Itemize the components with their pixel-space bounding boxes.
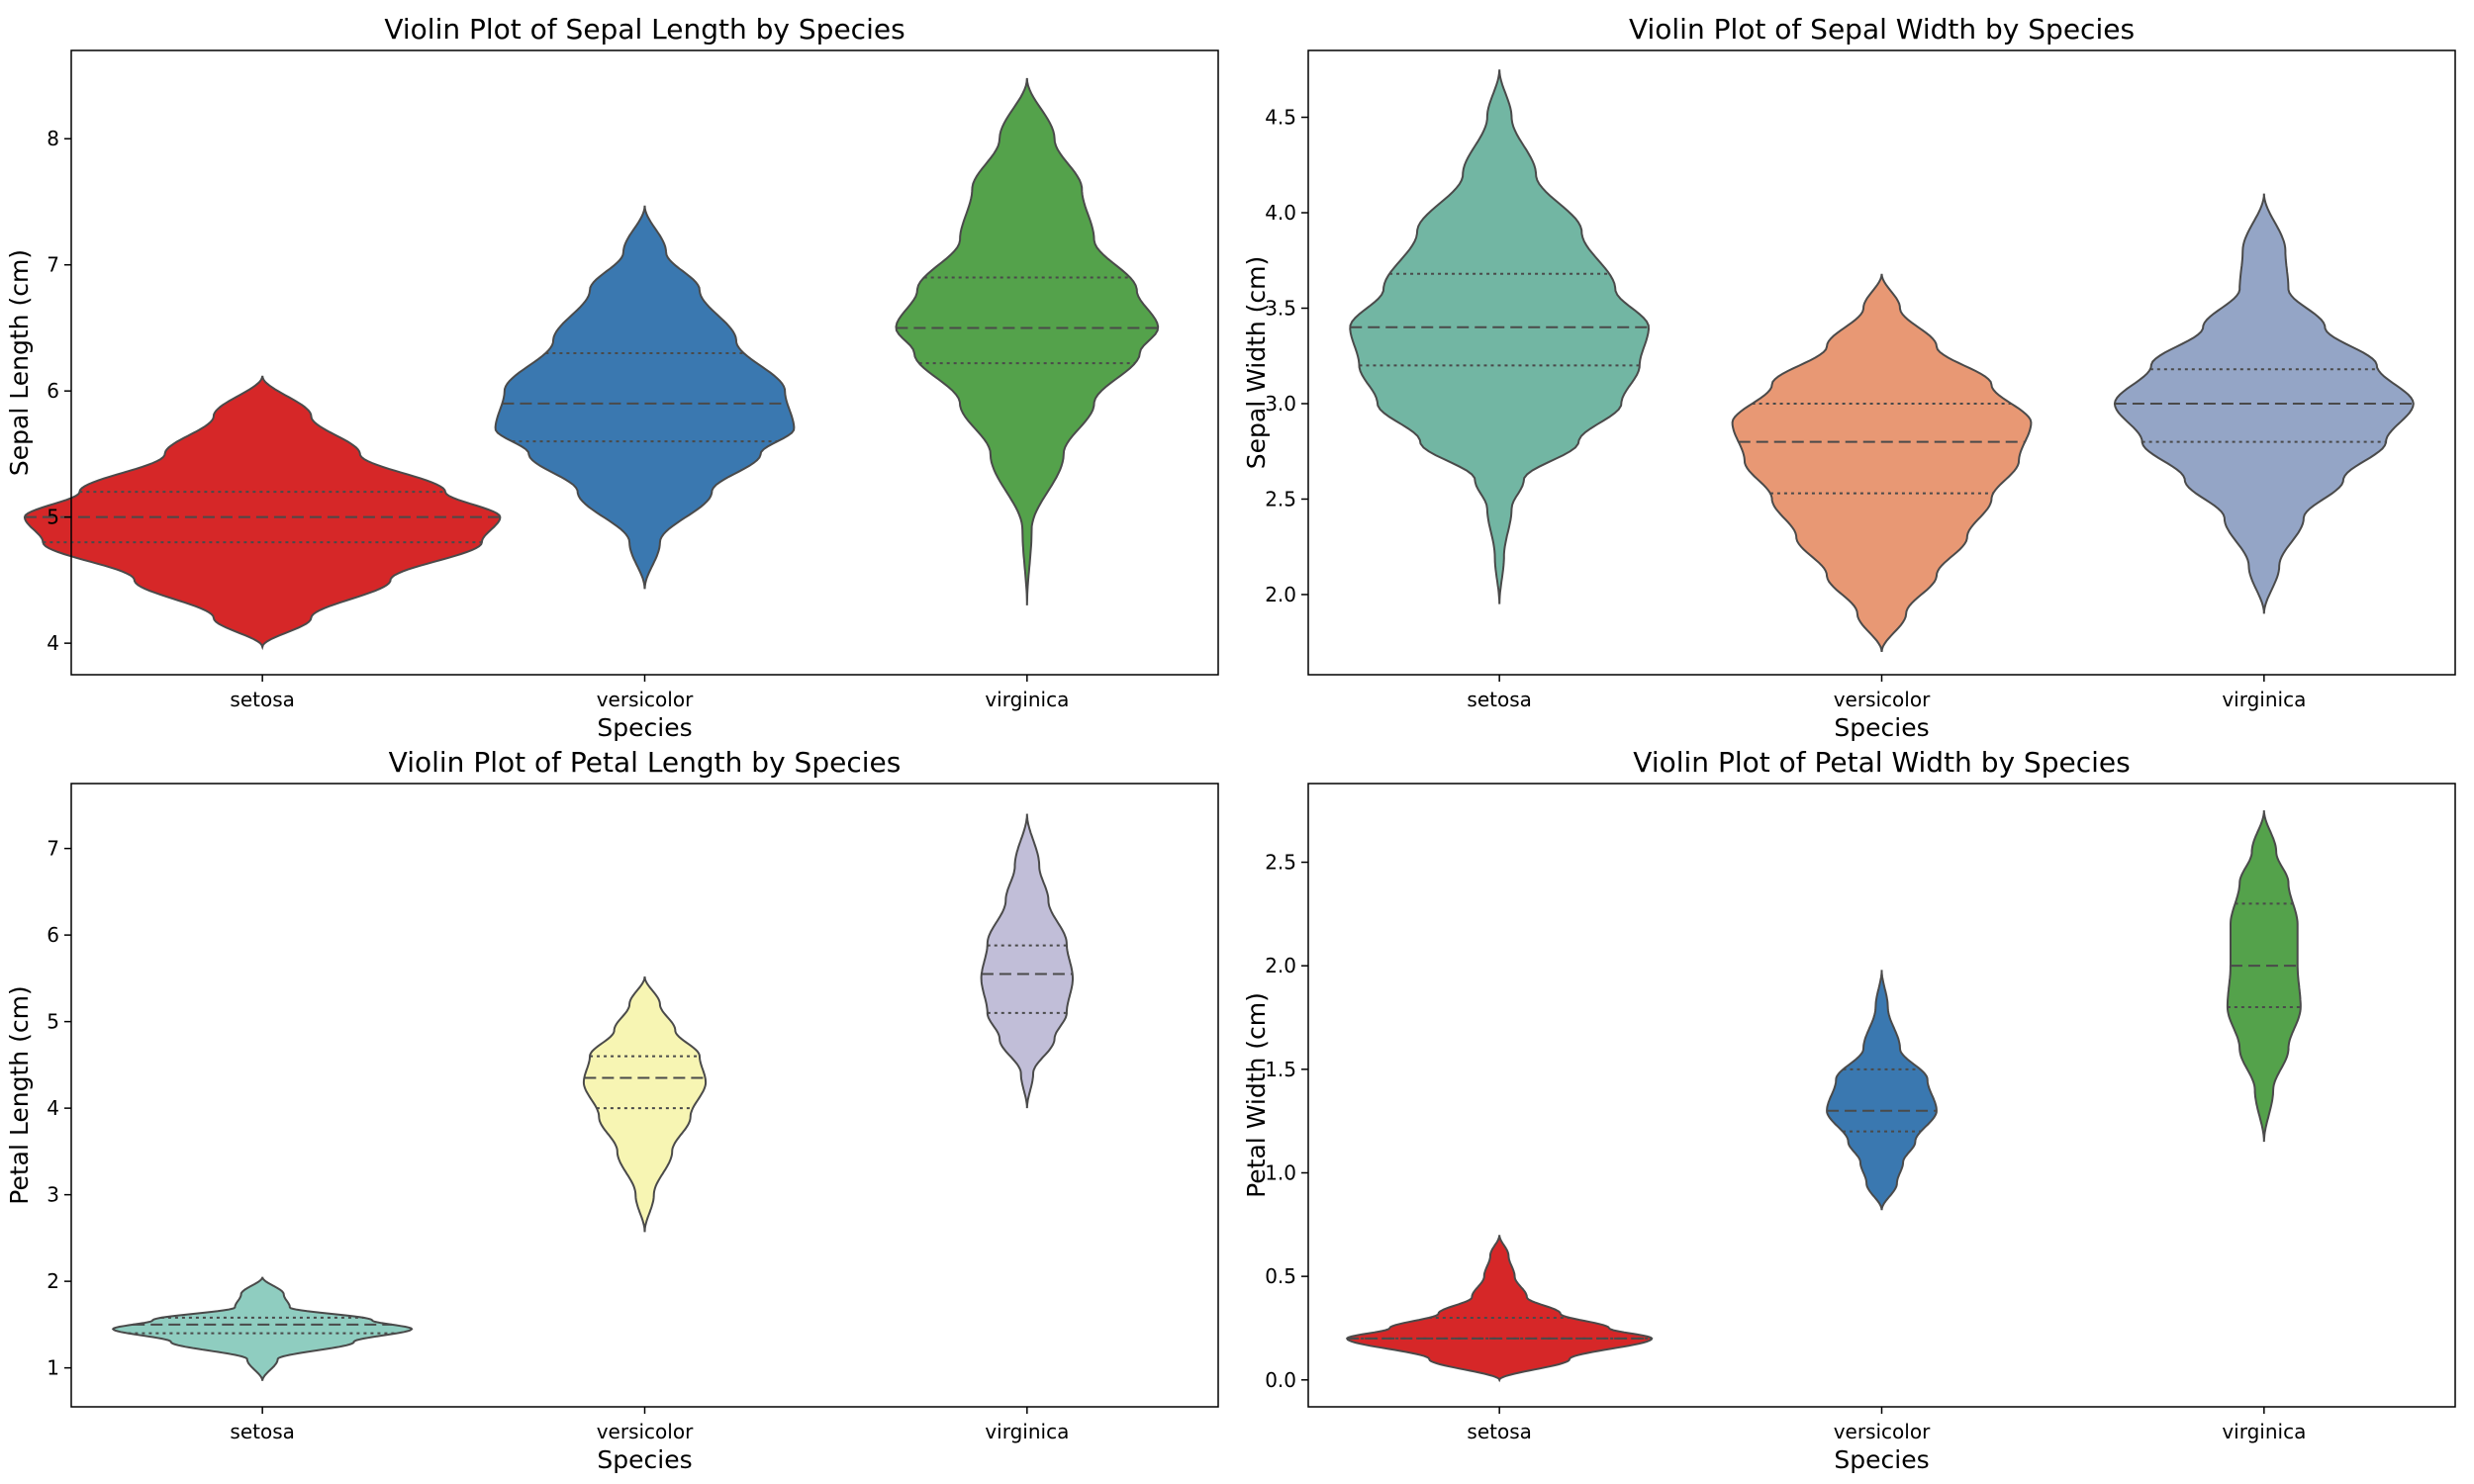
- y-tick-label: 3: [47, 1183, 59, 1207]
- chart-panel-3: Violin Plot of Petal Length by Species 1 2…: [5, 746, 1219, 1474]
- y-tick-label: 4.5: [1265, 106, 1296, 130]
- y-tick-label: 5: [47, 506, 59, 529]
- chart-title: Violin Plot of Petal Length by Species: [389, 746, 902, 779]
- x-tick-label: setosa: [1467, 1420, 1531, 1443]
- x-tick-label: versicolor: [597, 1420, 694, 1443]
- violin-versicolor: [494, 205, 796, 590]
- x-axis-label: Species: [1834, 1445, 1929, 1474]
- x-axis-label: Species: [597, 1445, 692, 1474]
- x-axis-label: Species: [597, 713, 692, 742]
- x-tick-label: virginica: [985, 1420, 1069, 1443]
- y-axis-label: Sepal Width (cm): [1242, 256, 1271, 470]
- y-tick-label: 7: [47, 837, 59, 861]
- y-axis-label: Petal Width (cm): [1242, 992, 1271, 1198]
- y-tick-label: 4: [47, 1096, 59, 1120]
- y-tick-label: 3.0: [1265, 392, 1296, 416]
- violin-versicolor: [1731, 273, 2033, 652]
- y-tick-label: 3.5: [1265, 297, 1296, 321]
- x-tick-label: versicolor: [1834, 1420, 1931, 1443]
- x-tick-label: versicolor: [1834, 688, 1931, 711]
- y-tick-label: 4: [47, 631, 59, 655]
- violin-versicolor: [1826, 970, 1938, 1211]
- violin-versicolor: [582, 975, 708, 1233]
- chart-panel-4: Violin Plot of Petal Width by Species 0.0…: [1242, 746, 2456, 1474]
- violin-virginica: [980, 813, 1074, 1109]
- chart-title: Violin Plot of Sepal Length by Species: [384, 13, 904, 46]
- y-tick-label: 8: [47, 127, 59, 150]
- y-tick-label: 0.0: [1265, 1368, 1296, 1392]
- y-tick-label: 6: [47, 379, 59, 403]
- x-tick-label: versicolor: [597, 688, 694, 711]
- y-tick-label: 2.5: [1265, 487, 1296, 510]
- y-tick-label: 1: [47, 1356, 59, 1380]
- y-tick-label: 2.0: [1265, 583, 1296, 606]
- violin-setosa: [1349, 69, 1651, 604]
- violin-setosa: [111, 1276, 414, 1381]
- x-axis-label: Species: [1834, 713, 1929, 742]
- y-tick-label: 5: [47, 1010, 59, 1034]
- y-tick-label: 2.0: [1265, 954, 1296, 977]
- x-tick-label: setosa: [230, 688, 294, 711]
- y-tick-label: 2.5: [1265, 851, 1296, 875]
- y-tick-label: 2: [47, 1269, 59, 1293]
- violin-virginica: [2226, 810, 2302, 1143]
- y-tick-label: 0.5: [1265, 1264, 1296, 1288]
- violin-setosa: [1345, 1235, 1654, 1383]
- chart-title: Violin Plot of Petal Width by Species: [1633, 746, 2130, 779]
- y-tick-label: 6: [47, 923, 59, 947]
- y-tick-label: 4.0: [1265, 201, 1296, 225]
- x-tick-label: setosa: [230, 1420, 294, 1443]
- chart-title: Violin Plot of Sepal Width by Species: [1629, 13, 2135, 46]
- y-tick-label: 1.0: [1265, 1160, 1296, 1184]
- violin-virginica: [895, 77, 1160, 605]
- x-tick-label: virginica: [985, 688, 1069, 711]
- y-axis-label: Sepal Length (cm): [5, 249, 34, 476]
- y-tick-label: 7: [47, 253, 59, 277]
- y-axis-label: Petal Length (cm): [5, 985, 34, 1204]
- y-tick-label: 1.5: [1265, 1058, 1296, 1081]
- violin-setosa: [23, 375, 502, 651]
- chart-panel-1: Violin Plot of Sepal Length by Species 4 5…: [5, 13, 1219, 742]
- chart-panel-2: Violin Plot of Sepal Width by Species 2.0…: [1242, 13, 2456, 742]
- x-tick-label: virginica: [2222, 688, 2306, 711]
- x-tick-label: virginica: [2222, 1420, 2306, 1443]
- x-tick-label: setosa: [1467, 688, 1531, 711]
